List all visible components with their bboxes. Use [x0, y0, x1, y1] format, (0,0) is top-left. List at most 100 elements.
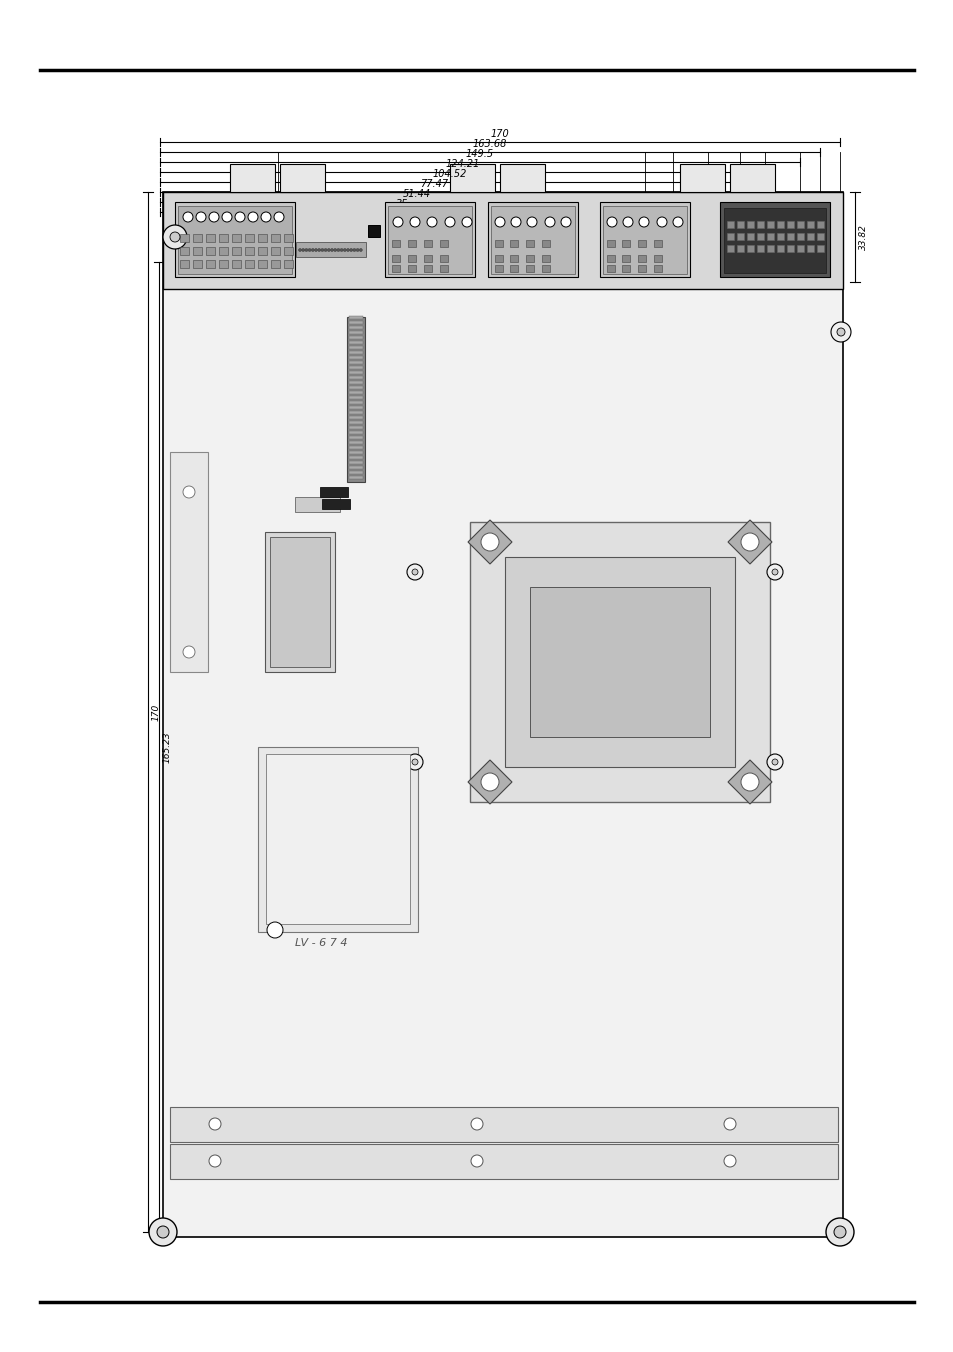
Bar	[729, 164, 774, 192]
Circle shape	[444, 218, 455, 227]
Bar	[349, 416, 363, 419]
Text: 163.68: 163.68	[473, 139, 507, 149]
Circle shape	[480, 533, 498, 552]
Bar	[349, 461, 363, 464]
Bar	[525, 256, 534, 262]
Bar	[349, 406, 363, 410]
Bar	[786, 233, 793, 241]
Bar	[720, 201, 829, 277]
Bar	[349, 431, 363, 434]
Circle shape	[343, 249, 346, 251]
Bar	[786, 220, 793, 228]
Bar	[270, 537, 330, 667]
Text: LV - 6 7 4: LV - 6 7 4	[294, 938, 347, 948]
Bar	[322, 499, 350, 508]
Circle shape	[407, 564, 422, 580]
Circle shape	[346, 249, 349, 251]
Bar	[257, 748, 417, 932]
Bar	[638, 241, 645, 247]
Circle shape	[771, 758, 778, 765]
Circle shape	[657, 218, 666, 227]
Bar	[439, 256, 448, 262]
Bar	[232, 247, 241, 256]
Circle shape	[672, 218, 682, 227]
Bar	[796, 220, 803, 228]
Bar	[349, 411, 363, 414]
Bar	[726, 220, 733, 228]
Circle shape	[471, 1118, 482, 1130]
Circle shape	[301, 249, 304, 251]
Bar	[746, 245, 753, 251]
Bar	[349, 396, 363, 399]
Bar	[541, 256, 550, 262]
Bar	[776, 233, 783, 241]
Bar	[746, 233, 753, 241]
Circle shape	[209, 1155, 221, 1167]
Text: 165.23: 165.23	[163, 731, 172, 763]
Bar	[349, 446, 363, 449]
Bar	[495, 256, 502, 262]
Circle shape	[526, 218, 537, 227]
Bar	[257, 260, 267, 268]
Text: 77.47: 77.47	[419, 178, 448, 189]
Polygon shape	[727, 760, 771, 804]
Bar	[206, 260, 214, 268]
Bar	[806, 233, 813, 241]
Bar	[349, 435, 363, 439]
Bar	[816, 220, 823, 228]
Bar	[495, 241, 502, 247]
Bar	[737, 233, 743, 241]
Bar	[319, 487, 348, 498]
Bar	[746, 220, 753, 228]
Bar	[295, 242, 366, 257]
Bar	[488, 201, 578, 277]
Bar	[349, 320, 363, 324]
Bar	[349, 366, 363, 369]
Bar	[816, 233, 823, 241]
Circle shape	[771, 569, 778, 575]
Bar	[602, 206, 686, 274]
Circle shape	[339, 249, 343, 251]
Bar	[349, 346, 363, 349]
Circle shape	[480, 773, 498, 791]
Bar	[284, 234, 293, 242]
Bar	[349, 331, 363, 334]
Bar	[599, 201, 689, 277]
Circle shape	[267, 922, 283, 938]
Circle shape	[330, 249, 334, 251]
Text: 124.21: 124.21	[445, 160, 479, 169]
Bar	[245, 234, 253, 242]
Circle shape	[393, 218, 402, 227]
Bar	[180, 260, 189, 268]
Bar	[638, 265, 645, 272]
Circle shape	[622, 218, 633, 227]
Circle shape	[327, 249, 330, 251]
Bar	[232, 260, 241, 268]
Polygon shape	[468, 521, 512, 564]
Circle shape	[183, 485, 194, 498]
Circle shape	[560, 218, 571, 227]
Bar	[349, 376, 363, 379]
Circle shape	[740, 533, 759, 552]
Bar	[193, 247, 202, 256]
Bar	[388, 206, 472, 274]
Bar	[806, 245, 813, 251]
Bar	[206, 234, 214, 242]
Bar	[495, 265, 502, 272]
Bar	[163, 192, 842, 289]
Bar	[170, 1107, 837, 1142]
Bar	[245, 247, 253, 256]
Bar	[294, 498, 339, 512]
Bar	[349, 361, 363, 364]
Circle shape	[359, 249, 362, 251]
Bar	[806, 220, 813, 228]
Circle shape	[305, 249, 308, 251]
Circle shape	[350, 249, 353, 251]
Bar	[654, 241, 661, 247]
Bar	[257, 234, 267, 242]
Bar	[178, 206, 292, 274]
Text: 35: 35	[395, 199, 408, 210]
Circle shape	[336, 249, 339, 251]
Bar	[170, 452, 208, 672]
Bar	[510, 265, 517, 272]
